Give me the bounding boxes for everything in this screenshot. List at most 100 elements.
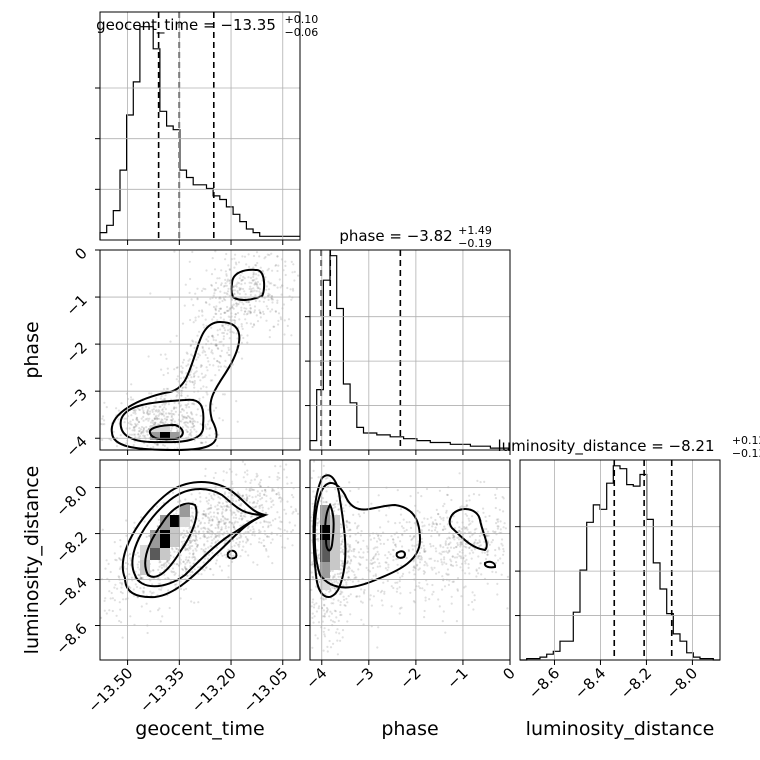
scatter-point [188,539,191,542]
scatter-point [348,481,351,484]
scatter-point [274,465,277,468]
scatter-point [195,531,198,534]
scatter-point [317,476,320,479]
title-sup: +0.10 [285,13,319,26]
scatter-point [211,318,214,321]
scatter-point [101,528,104,531]
scatter-point [197,524,200,527]
scatter-point [204,474,207,478]
scatter-point [230,480,234,483]
scatter-point [154,405,157,408]
scatter-point [499,557,502,560]
scatter-point [254,299,257,303]
scatter-point [456,553,459,556]
scatter-point [389,553,392,556]
scatter-point [401,545,404,548]
scatter-point [379,542,382,545]
scatter-point [158,565,161,568]
scatter-point [405,521,408,524]
scatter-point [238,277,241,280]
scatter-point [251,290,254,293]
scatter-point [211,335,214,338]
scatter-point [188,260,191,263]
scatter-point [175,426,178,429]
scatter-point [437,513,440,516]
scatter-point [160,418,163,421]
scatter-point [263,545,266,548]
scatter-point [459,506,462,509]
scatter-point [217,309,221,313]
scatter-point [108,590,111,593]
scatter-point [160,412,164,415]
scatter-point [376,558,379,561]
scatter-point [252,506,255,509]
scatter-point [422,544,425,547]
scatter-point [190,417,193,420]
scatter-point [138,408,141,412]
scatter-point [326,645,329,649]
scatter-point [263,257,266,260]
scatter-point [236,521,239,524]
scatter-point [466,504,469,507]
density-layer [140,425,340,590]
scatter-point [193,439,196,442]
scatter-point [248,501,251,504]
scatter-point [121,636,124,639]
scatter-point [316,538,319,541]
scatter-point [234,313,237,316]
scatter-point [128,433,131,436]
scatter-point [328,590,331,594]
scatter-point [175,547,178,551]
scatter-point [348,556,351,559]
scatter-point [336,628,339,631]
scatter-point [119,545,122,548]
scatter-point [313,495,316,498]
scatter-point [154,421,157,424]
scatter-point [496,593,499,596]
scatter-point [173,406,176,409]
scatter-point [221,325,224,328]
scatter-point [161,564,164,567]
scatter-point [450,595,453,598]
scatter-point [216,347,219,350]
scatter-point [427,529,431,532]
scatter-point [238,517,241,520]
scatter-point [386,569,389,572]
scatter-point [233,526,236,529]
scatter-point [463,526,466,529]
scatter-point [316,517,319,521]
scatter-point [258,290,261,293]
scatter-point [237,302,240,306]
density-contour [230,268,266,301]
scatter-point [227,576,230,579]
scatter-point [396,581,399,584]
scatter-point [140,516,143,519]
scatter-point [313,615,316,618]
scatter-point [193,539,197,542]
scatter-point [160,421,163,424]
scatter-point [211,334,214,337]
density-cell [180,505,190,517]
scatter-point [352,555,355,558]
scatter-point [311,646,314,649]
scatter-point [245,499,248,502]
scatter-point [243,497,246,500]
scatter-point [455,556,459,559]
scatter-point [264,255,267,259]
scatter-point [166,387,170,390]
scatter-point [232,526,235,529]
scatter-point [186,568,189,571]
scatter-point [479,562,482,565]
scatter-point [443,502,446,505]
scatter-point [277,319,280,322]
scatter-point [204,425,207,428]
scatter-point [416,509,419,512]
scatter-point [256,474,259,477]
scatter-point [217,525,220,529]
scatter-point [201,314,204,317]
scatter-point [223,311,226,314]
scatter-point [114,558,117,561]
x-tick-label: −2 [396,664,424,692]
scatter-point [152,591,155,594]
scatter-point [412,566,415,569]
